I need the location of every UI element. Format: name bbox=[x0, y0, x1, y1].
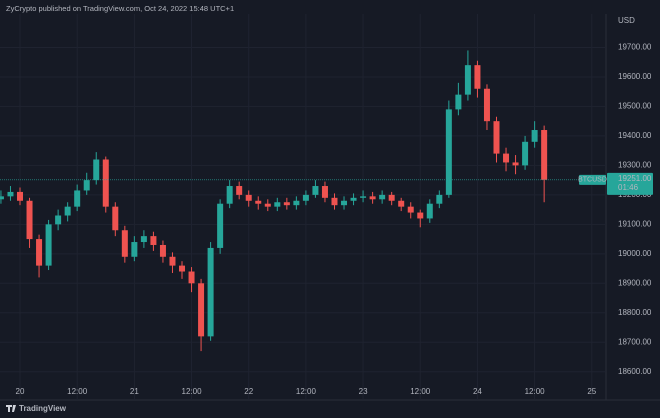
y-tick-label: 19100.00 bbox=[618, 219, 652, 228]
y-tick-label: 19600.00 bbox=[618, 72, 652, 81]
candle-body bbox=[379, 194, 386, 200]
candle-body bbox=[93, 159, 100, 181]
y-tick-label: 19000.00 bbox=[618, 249, 652, 258]
candle-body bbox=[0, 196, 4, 200]
candle-body bbox=[360, 196, 367, 198]
candle-body bbox=[512, 162, 519, 166]
x-tick-label: 12:00 bbox=[410, 387, 431, 396]
candle-body bbox=[464, 65, 471, 95]
candle-body bbox=[45, 224, 52, 266]
candle-body bbox=[274, 202, 281, 207]
x-tick-label: 23 bbox=[359, 387, 368, 396]
y-tick-label: 19700.00 bbox=[618, 43, 652, 52]
candle-body bbox=[26, 200, 33, 240]
candle-body bbox=[150, 236, 157, 245]
x-tick-label: 12:00 bbox=[525, 387, 546, 396]
candle-body bbox=[169, 256, 176, 266]
candle-body bbox=[7, 191, 14, 197]
candle-body bbox=[245, 194, 252, 201]
candle-body bbox=[341, 200, 348, 206]
y-tick-label: 19400.00 bbox=[618, 131, 652, 140]
candle-body bbox=[312, 186, 319, 195]
x-tick-label: 25 bbox=[587, 387, 596, 396]
candle-body bbox=[388, 194, 395, 201]
candle-body bbox=[140, 236, 147, 243]
candle-body bbox=[541, 130, 548, 180]
y-tick-label: 19500.00 bbox=[618, 102, 652, 111]
y-tick-label: 18700.00 bbox=[618, 337, 652, 346]
candle-body bbox=[64, 206, 71, 216]
candle-body bbox=[474, 65, 481, 89]
candle-body bbox=[283, 202, 290, 206]
y-tick-label: 19300.00 bbox=[618, 160, 652, 169]
y-tick-label: 18600.00 bbox=[618, 367, 652, 376]
symbol-label: BTCUSD bbox=[578, 177, 607, 184]
x-tick-label: 22 bbox=[244, 387, 253, 396]
chart-title: ZyCrypto published on TradingView.com, O… bbox=[6, 4, 234, 13]
y-tick-label: 18900.00 bbox=[618, 278, 652, 287]
candle-body bbox=[436, 194, 443, 204]
candle-body bbox=[321, 186, 328, 198]
x-tick-label: 20 bbox=[16, 387, 25, 396]
y-axis-label: USD bbox=[618, 16, 635, 25]
candle-body bbox=[112, 206, 119, 231]
candle-body bbox=[83, 180, 90, 191]
candle-body bbox=[255, 200, 262, 204]
x-tick-label: 12:00 bbox=[296, 387, 317, 396]
candle-body bbox=[17, 191, 23, 201]
candle-body bbox=[159, 244, 166, 257]
candle-body bbox=[293, 200, 300, 206]
candle-body bbox=[131, 242, 138, 257]
candle-body bbox=[207, 247, 214, 337]
candle-body bbox=[445, 109, 452, 195]
candle-body bbox=[198, 283, 205, 337]
candle-body bbox=[217, 203, 224, 248]
candle-body bbox=[493, 121, 500, 154]
symbol-box bbox=[579, 174, 606, 185]
candle-body bbox=[503, 153, 510, 163]
candle-body bbox=[483, 88, 490, 122]
candle-body bbox=[407, 206, 414, 213]
countdown-label: 01:46 bbox=[618, 183, 639, 192]
candle-body bbox=[236, 186, 243, 195]
candle-body bbox=[264, 203, 271, 207]
candle-body bbox=[226, 186, 233, 204]
price-label: 19251.00 bbox=[618, 174, 652, 183]
candle-body bbox=[331, 197, 338, 206]
candle-body bbox=[417, 212, 424, 219]
candle-body bbox=[302, 194, 309, 201]
candle-body bbox=[369, 196, 376, 200]
candle-body bbox=[188, 271, 195, 284]
candle-body bbox=[55, 215, 62, 225]
candle-body bbox=[398, 200, 405, 207]
x-tick-label: 21 bbox=[130, 387, 139, 396]
x-tick-label: 24 bbox=[473, 387, 482, 396]
candle-body bbox=[121, 230, 128, 257]
logo bbox=[6, 405, 16, 412]
candle-body bbox=[455, 94, 462, 110]
brand-name: TradingView bbox=[19, 404, 67, 413]
price-box bbox=[607, 172, 653, 195]
candle-body bbox=[179, 265, 186, 272]
x-tick-label: 12:00 bbox=[182, 387, 203, 396]
candle-body bbox=[36, 239, 43, 266]
candle-body bbox=[426, 203, 433, 219]
candle-body bbox=[531, 130, 538, 142]
candle-body bbox=[102, 159, 109, 207]
x-tick-label: 12:00 bbox=[67, 387, 88, 396]
candle-body bbox=[522, 141, 529, 166]
candle-body bbox=[350, 197, 357, 201]
candle-body bbox=[74, 190, 81, 207]
y-tick-label: 18800.00 bbox=[618, 308, 652, 317]
brand: TradingView bbox=[6, 404, 67, 413]
